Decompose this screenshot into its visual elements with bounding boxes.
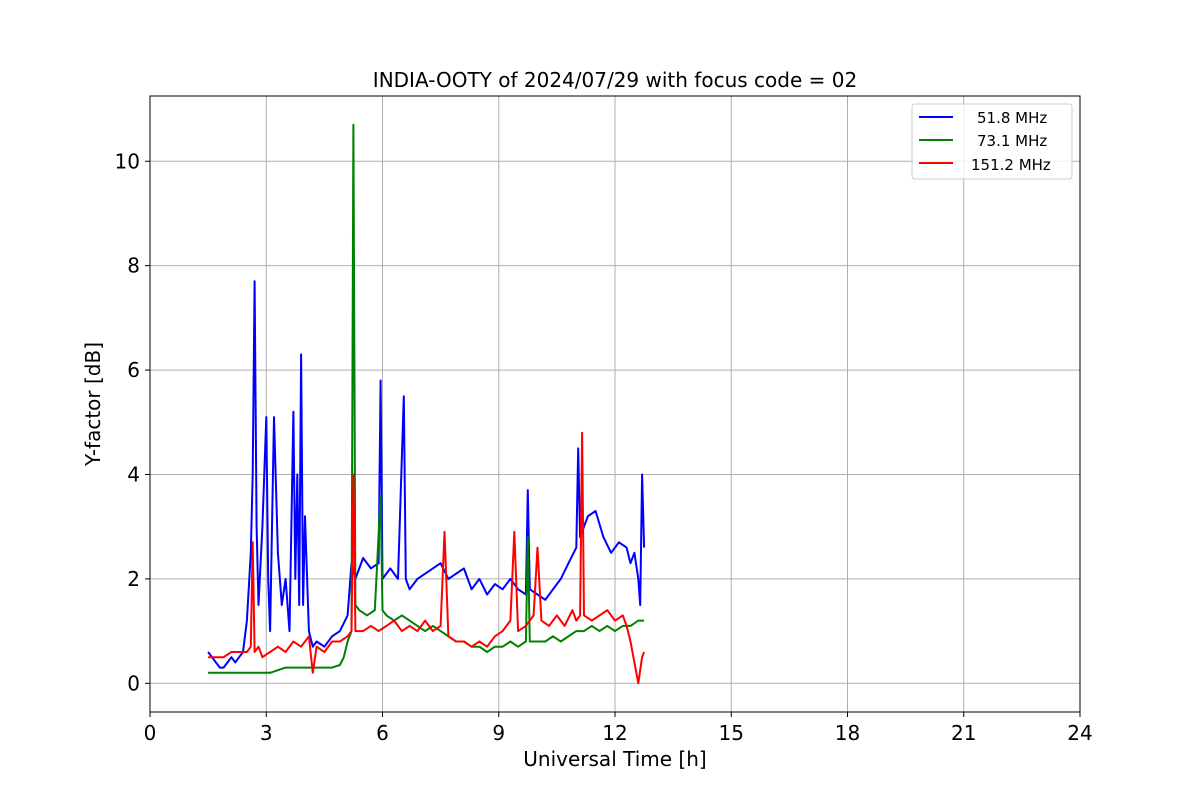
x-tick-label: 9	[492, 721, 505, 745]
series-line-51-8-mhz	[207, 280, 646, 669]
x-tick-label: 21	[951, 721, 976, 745]
y-tick-label: 10	[115, 149, 140, 173]
series-layer	[207, 123, 646, 685]
y-tick-label: 4	[127, 462, 140, 486]
y-tick-label: 8	[127, 254, 140, 278]
x-axis-label: Universal Time [h]	[523, 747, 706, 771]
chart-title: INDIA-OOTY of 2024/07/29 with focus code…	[373, 68, 857, 92]
x-tick-label: 24	[1067, 721, 1092, 745]
legend-box	[911, 103, 1073, 180]
y-tick-label: 0	[127, 671, 140, 695]
legend: 51.8 MHz 73.1 MHz 151.2 MHz	[911, 103, 1073, 180]
x-tick-label: 3	[260, 721, 273, 745]
x-tick-label: 18	[835, 721, 860, 745]
legend-label-151-2: 151.2 MHz	[971, 156, 1051, 174]
y-tick-label: 6	[127, 358, 140, 382]
x-tick-label: 12	[602, 721, 627, 745]
x-tick-label: 15	[719, 721, 744, 745]
y-tick-label: 2	[127, 567, 140, 591]
x-tick-label: 6	[376, 721, 389, 745]
legend-label-51-8: 51.8 MHz	[977, 109, 1047, 127]
series-line-73-1-mhz	[208, 123, 645, 674]
y-axis-label: Y-factor [dB]	[81, 342, 105, 467]
series-line-151-2-mhz	[208, 431, 646, 685]
x-tick-label: 0	[144, 721, 157, 745]
legend-label-73-1: 73.1 MHz	[977, 132, 1047, 150]
